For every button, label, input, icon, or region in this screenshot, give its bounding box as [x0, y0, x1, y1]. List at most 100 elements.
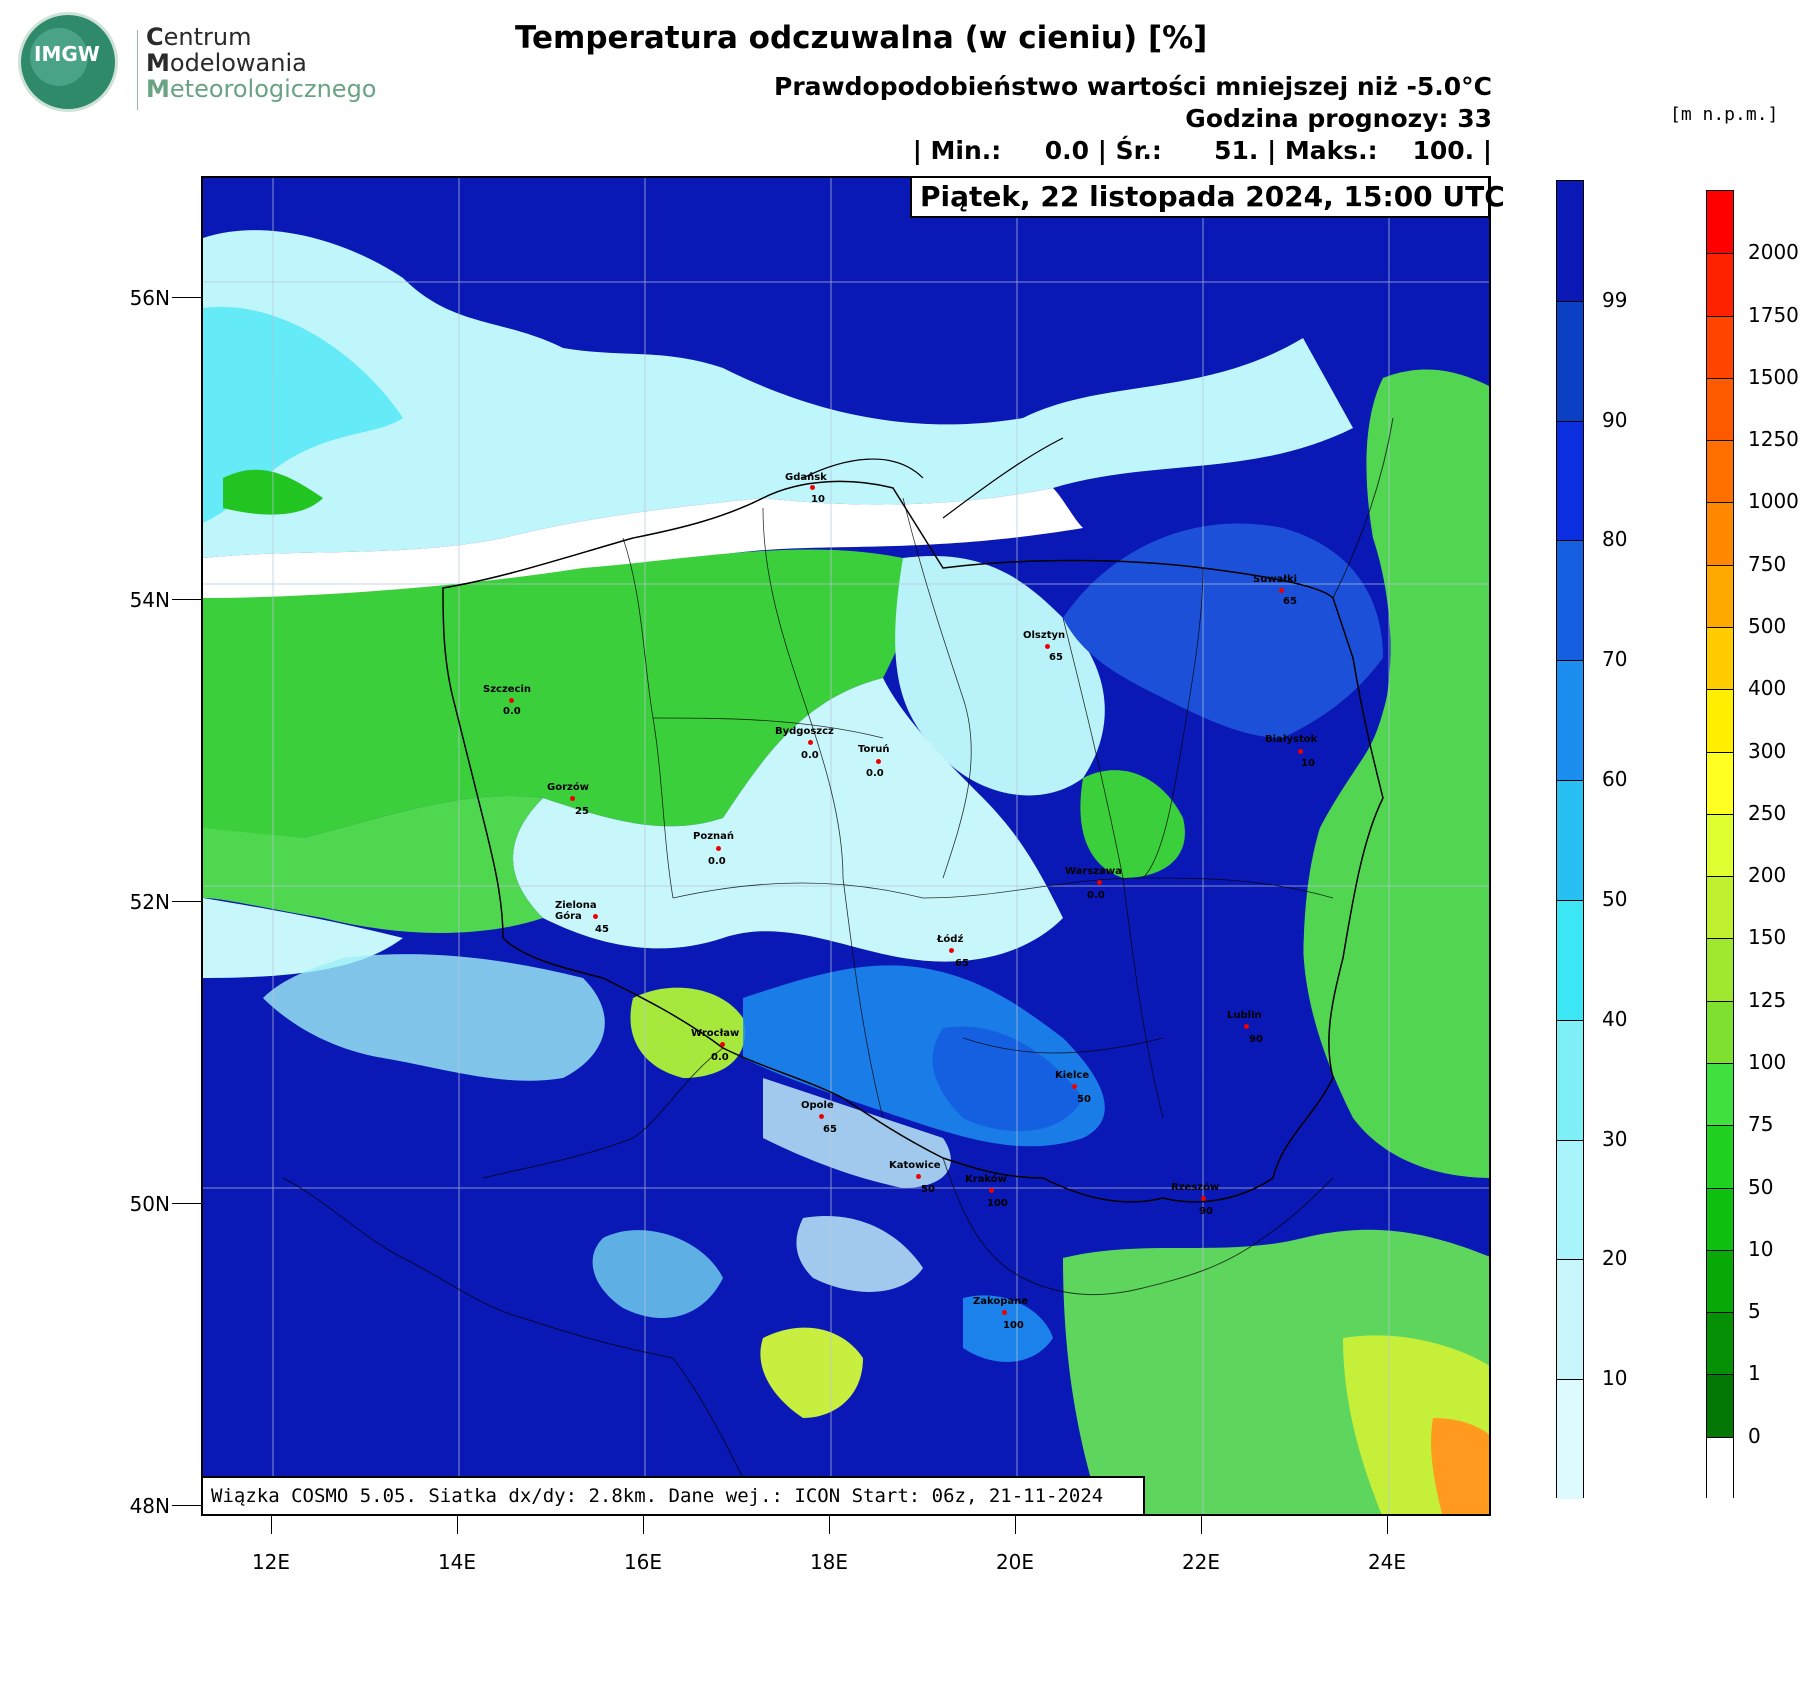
- lat-label: 50N: [129, 1192, 170, 1216]
- colorbar-segment: [1557, 660, 1583, 781]
- colorbar-label: 750: [1748, 551, 1787, 576]
- colorbar-label: 1500: [1748, 364, 1799, 389]
- city-label: Lublin: [1227, 1010, 1262, 1021]
- city-label: Opole: [801, 1100, 834, 1111]
- lon-label: 24E: [1367, 1550, 1407, 1574]
- colorbar-label: 300: [1748, 738, 1787, 763]
- colorbar-segment: [1557, 1379, 1583, 1499]
- city-dot: [1244, 1024, 1249, 1029]
- colorbar-label: 30: [1602, 1126, 1628, 1151]
- colorbar-segment: [1707, 1125, 1733, 1188]
- colorbar-label: 1000: [1748, 489, 1799, 514]
- city-dot: [989, 1188, 994, 1193]
- city-value: 65: [955, 958, 969, 969]
- colorbar-segment: [1557, 420, 1583, 541]
- city-dot: [1045, 644, 1050, 649]
- city-value: 90: [1199, 1206, 1213, 1217]
- colorbar-segment: [1707, 1187, 1733, 1250]
- probability-colorbar: [1556, 180, 1584, 1499]
- city-value: 100: [987, 1198, 1008, 1209]
- colorbar-label: 125: [1748, 987, 1787, 1012]
- city-dot: [819, 1114, 824, 1119]
- lon-label: 12E: [251, 1550, 291, 1574]
- city-label: Białystok: [1265, 734, 1318, 745]
- lat-label: 54N: [129, 588, 170, 612]
- colorbar-segment: [1707, 191, 1733, 254]
- city-value: 65: [823, 1124, 837, 1135]
- colorbar-segment: [1707, 253, 1733, 316]
- colorbar-label: 500: [1748, 614, 1787, 638]
- lat-label: 56N: [129, 286, 170, 310]
- city-value: 65: [1049, 652, 1063, 663]
- city-value: 10: [1301, 758, 1315, 769]
- city-value: 50: [1077, 1094, 1091, 1105]
- city-dot: [509, 698, 514, 703]
- colorbar-label: 250: [1748, 800, 1787, 825]
- model-info-box: Wiązka COSMO 5.05. Siatka dx/dy: 2.8km. …: [201, 1476, 1145, 1516]
- colorbar-label: 10: [1602, 1366, 1628, 1391]
- colorbar-label: 75: [1748, 1112, 1774, 1137]
- colorbar-segment: [1707, 1374, 1733, 1437]
- city-value: 90: [1249, 1034, 1263, 1045]
- colorbar-segment: [1707, 627, 1733, 690]
- city-label: Olsztyn: [1023, 630, 1066, 641]
- colorbar-segment: [1557, 1259, 1583, 1380]
- city-label: Gorzów: [547, 782, 589, 793]
- colorbar-label: 0: [1748, 1423, 1761, 1448]
- colorbar-label: 100: [1748, 1050, 1787, 1074]
- city-dot: [1002, 1310, 1007, 1315]
- colorbar-label: 40: [1602, 1006, 1628, 1031]
- colorbar-label: 2000: [1748, 240, 1799, 265]
- city-dot: [1201, 1196, 1206, 1201]
- colorbar-label: 80: [1602, 527, 1628, 552]
- city-value: 0.0: [801, 750, 819, 761]
- chart-subtitle: Prawdopodobieństwo wartości mniejszej ni…: [774, 72, 1492, 101]
- elevation-colorbar: [1706, 190, 1734, 1499]
- colorbar-label: 200: [1748, 863, 1787, 888]
- city-dot: [916, 1174, 921, 1179]
- city-dot: [876, 759, 881, 764]
- city-label: Suwałki: [1253, 574, 1298, 585]
- colorbar-segment: [1707, 1436, 1733, 1499]
- colorbar-segment: [1557, 1019, 1583, 1140]
- colorbar-segment: [1707, 1312, 1733, 1375]
- city-label: Kraków: [965, 1174, 1007, 1185]
- city-label: Rzeszów: [1171, 1182, 1220, 1193]
- city-label: Poznań: [693, 831, 735, 842]
- city-dot: [810, 485, 815, 490]
- lon-label: 22E: [1181, 1550, 1221, 1574]
- stats-line: | Min.: 0.0 | Śr.: 51. | Maks.: 100. |: [912, 136, 1492, 165]
- city-label: Toruń: [858, 744, 890, 755]
- city-dot: [949, 948, 954, 953]
- colorbar-segment: [1707, 377, 1733, 441]
- colorbar-segment: [1557, 899, 1583, 1020]
- colorbar-segment: [1707, 876, 1733, 939]
- lon-label: 14E: [437, 1550, 477, 1574]
- colorbar-label: 150: [1748, 925, 1787, 950]
- city-dot: [1298, 749, 1303, 754]
- lon-label: 20E: [995, 1550, 1035, 1574]
- city-dot: [1279, 588, 1284, 593]
- city-dot: [720, 1042, 725, 1047]
- map-field: [203, 178, 1489, 1514]
- city-value: 10: [811, 494, 825, 505]
- valid-date-box: Piątek, 22 listopada 2024, 15:00 UTC: [910, 176, 1505, 218]
- colorbar-label: 10: [1748, 1236, 1774, 1261]
- city-dot: [808, 740, 813, 745]
- colorbar-label: 99: [1602, 287, 1628, 312]
- city-label: Wrocław: [691, 1028, 740, 1039]
- colorbar-segment: [1707, 938, 1733, 1001]
- colorbar-segment: [1707, 502, 1733, 565]
- colorbar-segment: [1557, 300, 1583, 421]
- city-label: Łódź: [937, 934, 964, 945]
- lon-label: 18E: [809, 1550, 849, 1574]
- colorbar-label: 50: [1602, 886, 1628, 911]
- colorbar-segment: [1557, 780, 1583, 900]
- colorbar-segment: [1707, 751, 1733, 814]
- colorbar-label: 400: [1748, 676, 1787, 701]
- elevation-units-label: [m n.p.m.]: [1670, 104, 1779, 125]
- city-value: 0.0: [1087, 890, 1105, 901]
- city-label: Zielona Góra: [555, 900, 597, 922]
- city-label: Warszawa: [1065, 866, 1122, 877]
- colorbar-segment: [1707, 1249, 1733, 1313]
